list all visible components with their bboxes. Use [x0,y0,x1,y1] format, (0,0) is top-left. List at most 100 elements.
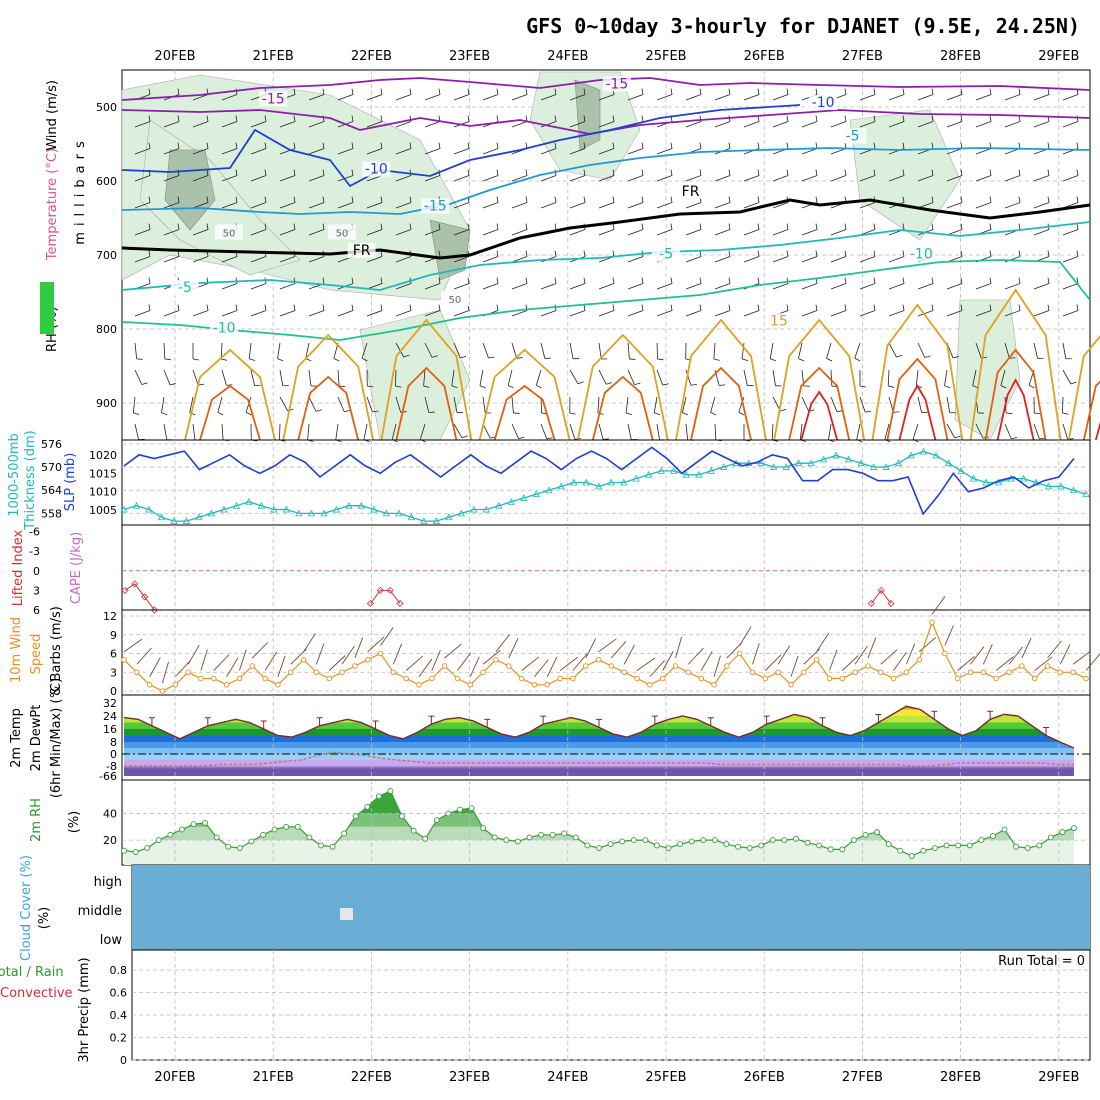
rh-point [155,837,162,844]
wind-barb [975,423,984,439]
wind10m-point [1019,663,1025,669]
top-date-label: 25FEB [645,49,686,64]
wind10m-point [1057,669,1064,676]
rh-point [213,834,220,841]
wind10m-barb [918,636,937,653]
wind10m-point [878,669,884,676]
wind-barb [830,121,847,128]
wind-barb-feather [322,277,325,284]
wind10m-barb [880,649,898,665]
wind-barb [743,202,760,209]
wind-barb-feather [461,435,468,439]
wind10m-barb [315,643,325,665]
run-total-label: Run Total = 0 [998,954,1085,969]
wind10m-point [352,663,358,669]
temp-contour [591,375,654,441]
wind10m-point [736,650,743,657]
thickness-point [532,490,540,497]
thickness-point [320,509,328,517]
wind-barb [569,202,586,209]
temp-contour [773,318,866,441]
wind-barb-feather [554,223,557,230]
wind-barb-feather [931,88,934,95]
bottom-date-label: 20FEB [154,1070,195,1085]
precip-tick-label: 0.6 [110,987,128,1000]
wind-barb-feather [989,250,992,257]
wind10m-point [223,682,230,688]
wind-barb [859,121,876,128]
wind-tick-label: 12 [103,610,117,623]
wind-barb-feather [728,142,731,149]
wind-barb [569,423,576,440]
wind-barb [946,148,963,155]
wind-barb [772,229,789,236]
wind-barb [479,369,484,386]
rh-point [619,838,626,845]
wind10m-point [275,682,281,688]
wind-barb [772,175,789,182]
wind10m-barb [521,656,540,671]
rh-point [642,837,649,844]
wind10m-barb [418,658,433,678]
thickness-point [382,509,391,517]
wind-barb [714,229,731,236]
wind10m-point [672,663,679,669]
wind-barb-feather [1011,436,1018,440]
wind-barb [653,396,658,413]
thickness-point [657,467,665,474]
bottom-date-label: 25FEB [645,1070,686,1085]
wind-barb-feather [603,438,610,440]
wind-barb-feather [467,88,470,95]
wind-barb [975,202,992,209]
wind10m-barb [816,633,829,652]
wind-barb [250,310,267,317]
wind-barb-feather [293,88,296,95]
wind-barb [221,94,238,101]
wind10m-panel: 0 3 6 9 12 [103,596,1100,698]
wind10m-barb [559,656,578,671]
thickness-point [432,517,441,525]
wind-barb [830,148,847,155]
wind10m-point [608,663,615,669]
wind-barb [308,369,312,386]
lifted-index-label: Lifted Index [11,529,26,606]
wind-barb [511,202,528,209]
wind-barb [395,94,412,101]
top-date-label: 22FEB [351,49,392,64]
wind-barb [859,283,876,290]
lifted-line [870,589,892,604]
thickness-point [120,505,128,513]
rh-point [503,837,510,844]
wind-barb-feather [989,223,992,230]
thickness-point [632,474,640,482]
wind10m-point [929,619,935,626]
wind-barb-feather [438,88,441,95]
wind10m-point [852,669,858,676]
rh-point [178,826,185,833]
wind10m-barb [700,651,713,671]
wind-barb [944,369,948,386]
wind-barb [245,396,252,413]
wind-barb-feather [264,223,267,230]
thickness-point [470,505,478,513]
wind-barb-feather [815,169,818,176]
wind10m-barb [572,653,588,671]
wind-barb-feather [351,115,354,122]
wind-barb-feather [293,223,296,230]
wind-barb-feather [1047,250,1050,257]
wind-barb [830,283,847,290]
wind-barb-feather [264,196,267,203]
lifted-tick-label: 3 [33,584,40,597]
wind10m-barb [995,656,1014,671]
rh-point [862,831,869,838]
rh2m-label-1: 2m RH [29,798,44,842]
rh-point [1001,826,1008,833]
wind-barb [917,342,926,358]
pressure-tick-label: 700 [96,249,117,262]
wind-barb [482,283,499,290]
wind-barb-feather [235,304,238,311]
precip-tick-label: 0.2 [110,1032,128,1045]
wind-barb-feather [960,223,963,230]
wind-barb [366,310,383,317]
wind-barb-feather [854,357,861,362]
